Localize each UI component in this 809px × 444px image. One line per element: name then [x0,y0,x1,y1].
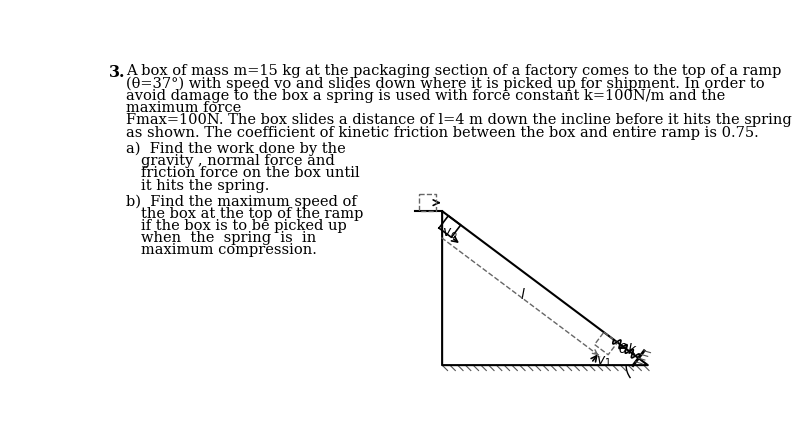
Text: b)  Find the maximum speed of: b) Find the maximum speed of [126,194,357,209]
Text: friction force on the box until: friction force on the box until [142,166,360,180]
Text: A box of mass m=15 kg at the packaging section of a factory comes to the top of : A box of mass m=15 kg at the packaging s… [126,64,781,78]
Text: maximum force: maximum force [126,101,241,115]
Text: $k$: $k$ [627,342,637,357]
Text: it hits the spring.: it hits the spring. [142,179,269,193]
Text: $v_1$: $v_1$ [595,354,612,369]
Text: Fmax=100N. The box slides a distance of l=4 m down the incline before it hits th: Fmax=100N. The box slides a distance of … [126,113,792,127]
Text: $\theta$: $\theta$ [618,342,629,356]
Text: when  the  spring  is  in: when the spring is in [142,231,316,245]
Text: $l$: $l$ [520,287,526,302]
Text: gravity , normal force and: gravity , normal force and [142,154,335,168]
Text: 3.: 3. [109,64,125,81]
Text: (θ=37°) with speed vo and slides down where it is picked up for shipment. In ord: (θ=37°) with speed vo and slides down wh… [126,76,765,91]
Text: maximum compression.: maximum compression. [142,243,317,258]
Text: if the box is to be picked up: if the box is to be picked up [142,219,347,233]
Text: the box at the top of the ramp: the box at the top of the ramp [142,206,364,221]
Text: avoid damage to the box a spring is used with force constant k=100N/m and the: avoid damage to the box a spring is used… [126,89,725,103]
Text: a)  Find the work done by the: a) Find the work done by the [126,142,345,156]
Text: $v_o$: $v_o$ [442,226,458,241]
Text: as shown. The coefficient of kinetic friction between the box and entire ramp is: as shown. The coefficient of kinetic fri… [126,126,759,140]
